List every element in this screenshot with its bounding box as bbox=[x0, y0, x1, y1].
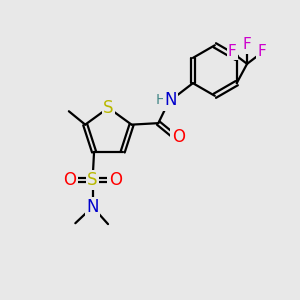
Text: H: H bbox=[155, 93, 166, 107]
Text: F: F bbox=[258, 44, 266, 59]
Text: N: N bbox=[164, 91, 176, 109]
Text: S: S bbox=[103, 99, 114, 117]
Text: S: S bbox=[87, 171, 98, 189]
Text: F: F bbox=[243, 37, 251, 52]
Text: N: N bbox=[86, 198, 99, 216]
Text: O: O bbox=[172, 128, 185, 146]
Text: O: O bbox=[64, 171, 76, 189]
Text: F: F bbox=[228, 44, 237, 59]
Text: O: O bbox=[109, 171, 122, 189]
